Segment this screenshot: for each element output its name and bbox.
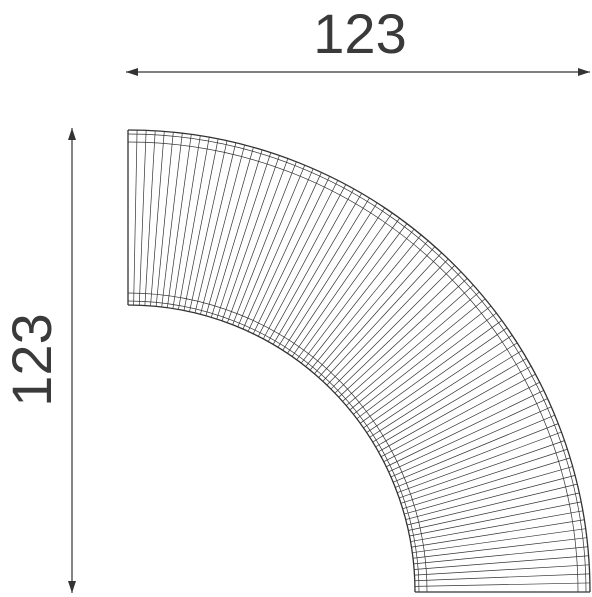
rib (346, 291, 480, 406)
rib (172, 135, 201, 309)
rib (414, 555, 589, 570)
rib (314, 240, 429, 374)
rib (383, 381, 540, 463)
rib (189, 140, 228, 312)
rib (413, 546, 588, 565)
rib (380, 373, 536, 458)
rib (326, 258, 449, 386)
rib (414, 582, 590, 587)
rib (262, 184, 347, 340)
rib (138, 130, 147, 306)
rib (408, 492, 580, 531)
rib (155, 132, 174, 307)
rib (409, 501, 582, 537)
rib (309, 234, 422, 371)
rib (330, 265, 455, 390)
rib (161, 133, 183, 308)
rib (334, 271, 462, 394)
rib (404, 466, 573, 515)
rib (366, 335, 513, 433)
rib (194, 142, 237, 314)
rib (232, 161, 297, 325)
rib (372, 350, 523, 443)
rib (277, 197, 370, 348)
rib (300, 223, 408, 364)
elbow (127, 129, 591, 593)
rib (353, 305, 492, 415)
rib (227, 158, 289, 323)
rib (210, 149, 263, 318)
rib (257, 180, 339, 337)
rib (247, 172, 322, 332)
rib (388, 398, 548, 473)
rib (205, 147, 254, 316)
rib (395, 423, 559, 488)
rib (296, 218, 400, 361)
rib (318, 246, 436, 378)
rib (282, 202, 378, 351)
rib (287, 207, 385, 354)
rib (359, 320, 502, 424)
rib (410, 510, 583, 542)
rib (349, 298, 486, 411)
rib (386, 390, 544, 468)
rib (400, 448, 568, 504)
rib (411, 519, 585, 548)
rib (405, 475, 576, 520)
rib (412, 537, 587, 559)
rib (200, 144, 245, 315)
width-label: 123 (313, 2, 406, 65)
rib (216, 152, 272, 320)
rib (166, 134, 192, 308)
rib (272, 193, 362, 345)
rib (183, 138, 219, 311)
rib (305, 228, 415, 367)
rib (378, 365, 532, 453)
rib (150, 131, 165, 306)
rib (242, 168, 314, 330)
rib (291, 212, 393, 357)
rib (221, 155, 280, 321)
rib (178, 137, 210, 310)
rib (144, 130, 156, 306)
rib (390, 406, 552, 478)
rib (414, 573, 590, 582)
rib (322, 252, 442, 382)
rib (237, 165, 306, 327)
rib (397, 431, 562, 493)
rib (356, 312, 497, 420)
rib (402, 457, 571, 510)
rib (363, 327, 508, 429)
rib (399, 440, 565, 499)
rib (375, 358, 527, 448)
rib (412, 528, 586, 554)
rib (414, 564, 590, 576)
rib (252, 176, 330, 334)
rib (406, 483, 578, 526)
rib (393, 414, 555, 483)
rib (342, 284, 474, 402)
height-label: 123 (0, 313, 63, 406)
rib (369, 342, 518, 438)
rib (338, 278, 468, 398)
rib (267, 188, 355, 342)
rib (133, 130, 138, 306)
